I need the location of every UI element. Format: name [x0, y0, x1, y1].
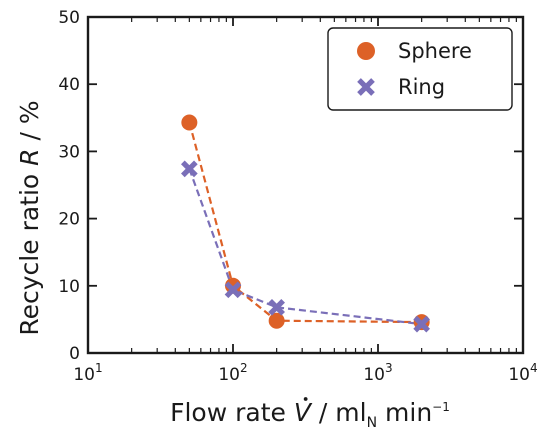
data-point-ring-2 [224, 281, 242, 299]
x-axis-label-unit: min [377, 398, 432, 427]
data-point-sphere-1 [181, 114, 198, 131]
y-tick-label-30: 30 [58, 142, 80, 162]
legend: Sphere Ring [327, 27, 513, 111]
x-axis-label-dot [303, 397, 308, 401]
x-tick-label-100: 102 [218, 361, 247, 385]
y-tick-label-10: 10 [58, 277, 80, 297]
data-point-sphere-2 [225, 277, 241, 294]
legend-marker-ring [357, 78, 375, 96]
data-point-sphere-3 [268, 312, 285, 329]
x-axis-label-sup: −1 [432, 400, 450, 414]
y-tick-label-20: 20 [58, 210, 80, 230]
svg-text:Recycle ratio R / %: Recycle ratio R / % [15, 100, 44, 335]
plot-area [181, 114, 430, 333]
x-axis-label-dot-accent [303, 397, 308, 401]
x-axis-label-prefix: Flow rate [170, 398, 294, 427]
x-axis-label-mid: / ml [311, 398, 367, 427]
data-point-ring-1 [181, 160, 198, 178]
x-tick-label-10000: 104 [508, 361, 537, 385]
svg-text:Flow rate V / mlN min−1: Flow rate V / mlN min−1 [170, 398, 450, 431]
data-point-ring-3 [268, 298, 285, 316]
y-axis-label-suffix: / % [15, 100, 44, 148]
y-axis-label: Recycle ratio R / % [15, 100, 44, 335]
x-axis-label-var: V [294, 398, 313, 427]
plot-frame [86, 15, 525, 355]
series-line-sphere [188, 122, 422, 324]
y-tick-label-0: 0 [69, 344, 80, 364]
y-axis-label-var: R [15, 148, 44, 165]
x-axis-label: Flow rate V / mlN min−1 [170, 398, 450, 431]
legend-label-sphere: Sphere [398, 39, 472, 63]
x-tick-label-10: 101 [73, 361, 102, 385]
y-axis-label-prefix: Recycle ratio [15, 166, 44, 336]
series-line-ring [188, 168, 422, 326]
data-point-ring-4 [413, 315, 430, 333]
legend-label-ring: Ring [398, 75, 445, 99]
y-tick-label-50: 50 [58, 8, 80, 28]
legend-marker-sphere [357, 42, 375, 60]
axes: 0 10 20 30 40 50 101 102 103 104 [58, 8, 537, 385]
x-axis-label-sub: N [367, 415, 377, 431]
y-tick-label-40: 40 [58, 75, 80, 95]
x-tick-label-1000: 103 [363, 361, 392, 385]
